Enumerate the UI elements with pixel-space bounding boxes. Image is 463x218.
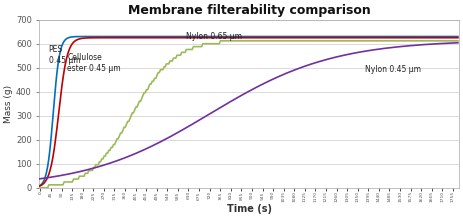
- Text: PES
0.45 μm: PES 0.45 μm: [49, 45, 80, 65]
- X-axis label: Time (s): Time (s): [227, 204, 272, 214]
- Y-axis label: Mass (g): Mass (g): [4, 85, 13, 123]
- Text: Nylon 0.45 μm: Nylon 0.45 μm: [365, 65, 421, 74]
- Text: Cellulose
ester 0.45 μm: Cellulose ester 0.45 μm: [68, 53, 121, 73]
- Text: Nylon 0.65 μm: Nylon 0.65 μm: [186, 32, 242, 41]
- Title: Membrane filterability comparison: Membrane filterability comparison: [128, 4, 370, 17]
